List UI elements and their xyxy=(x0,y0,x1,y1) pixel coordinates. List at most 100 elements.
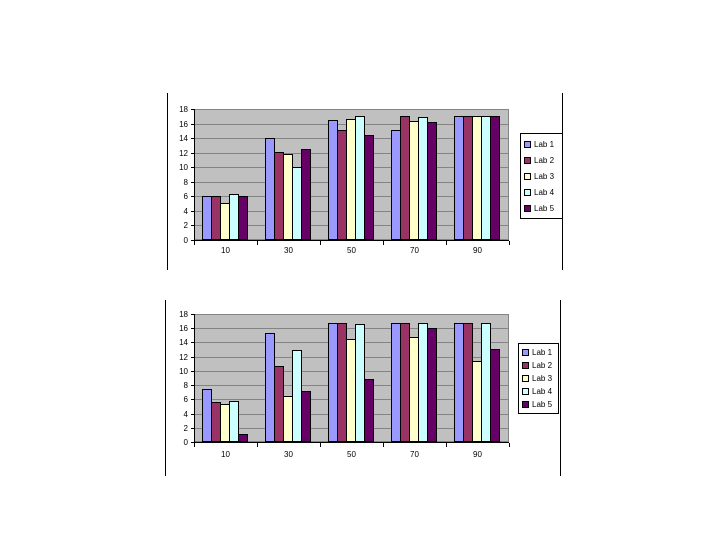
x-axis-tick xyxy=(509,443,510,447)
bar-chart-bottom: 18 16 14 12 10 8 6 4 2 0 10 30 50 70 90 Lab 1 Lab 2 Lab 3… xyxy=(165,300,561,476)
y-axis-tick xyxy=(191,124,194,125)
y-axis-tick xyxy=(191,196,194,197)
y-tick-label: 4 xyxy=(183,410,188,419)
legend-swatch xyxy=(522,375,529,382)
x-axis-tick xyxy=(320,443,321,447)
legend-entry: Lab 3 xyxy=(522,374,555,383)
bar-lab-5 xyxy=(490,349,500,442)
legend-label: Lab 4 xyxy=(532,387,553,396)
legend-entry: Lab 1 xyxy=(524,140,559,149)
x-axis-tick xyxy=(320,241,321,245)
x-axis-line xyxy=(194,240,509,241)
y-axis-tick xyxy=(191,211,194,212)
bar-cluster xyxy=(202,314,248,442)
bar-cluster xyxy=(265,109,311,240)
legend-entry: Lab 5 xyxy=(524,204,559,213)
bar-cluster xyxy=(454,314,500,442)
legend-swatch xyxy=(524,156,531,164)
y-axis-tick xyxy=(191,428,194,429)
y-tick-label: 6 xyxy=(183,192,188,201)
y-tick-label: 12 xyxy=(179,353,188,362)
y-axis-tick xyxy=(191,167,194,168)
x-axis-line xyxy=(194,442,509,443)
y-tick-label: 8 xyxy=(183,178,188,187)
y-gridline xyxy=(194,109,509,110)
bar-lab-5 xyxy=(238,196,248,240)
legend-label: Lab 5 xyxy=(532,400,553,409)
x-axis-tick xyxy=(194,241,195,245)
bar-lab-5 xyxy=(490,116,500,240)
y-tick-label: 12 xyxy=(179,149,188,158)
y-tick-label: 8 xyxy=(183,381,188,390)
y-tick-label: 16 xyxy=(179,120,188,129)
bar-cluster xyxy=(328,314,374,442)
y-tick-label: 4 xyxy=(183,207,188,216)
legend-entry: Lab 4 xyxy=(524,188,559,197)
legend-box: Lab 1 Lab 2 Lab 3 Lab 4 Lab 5 xyxy=(518,343,559,414)
legend-label: Lab 2 xyxy=(532,361,553,370)
y-axis-tick xyxy=(191,182,194,183)
legend-label: Lab 2 xyxy=(534,155,555,165)
x-tick-label: 70 xyxy=(410,246,419,255)
bar-lab-4 xyxy=(229,401,239,442)
y-tick-label: 10 xyxy=(179,367,188,376)
y-axis-tick xyxy=(191,385,194,386)
y-tick-label: 2 xyxy=(183,424,188,433)
bar-chart-top: 18 16 14 12 10 8 6 4 2 0 10 30 50 70 90 Lab 1 Lab 2 Lab 3… xyxy=(167,93,563,270)
legend-entry: Lab 2 xyxy=(524,156,559,165)
y-axis-tick xyxy=(191,414,194,415)
y-tick-label: 10 xyxy=(179,163,188,172)
y-axis-line xyxy=(194,314,195,442)
y-axis-tick xyxy=(191,371,194,372)
legend-box: Lab 1 Lab 2 Lab 3 Lab 4 Lab 5 xyxy=(520,133,563,219)
legend-entry: Lab 5 xyxy=(522,400,555,409)
y-gridline xyxy=(194,328,509,329)
x-axis-tick xyxy=(257,443,258,447)
x-axis-tick xyxy=(257,241,258,245)
y-tick-label: 2 xyxy=(183,221,188,230)
legend-label: Lab 3 xyxy=(534,171,555,181)
y-tick-label: 0 xyxy=(183,236,188,245)
x-axis-tick xyxy=(446,241,447,245)
legend-entry: Lab 4 xyxy=(522,387,555,396)
legend-entry: Lab 2 xyxy=(522,361,555,370)
legend-swatch xyxy=(522,388,529,395)
x-axis-tick xyxy=(509,241,510,245)
y-axis-tick xyxy=(191,442,194,443)
x-tick-label: 30 xyxy=(284,246,293,255)
y-axis-tick xyxy=(191,225,194,226)
bar-lab-5 xyxy=(364,379,374,442)
legend-entry: Lab 3 xyxy=(524,172,559,181)
y-axis-tick xyxy=(191,357,194,358)
legend-label: Lab 1 xyxy=(532,348,553,357)
legend-label: Lab 3 xyxy=(532,374,553,383)
y-axis-tick xyxy=(191,328,194,329)
y-tick-label: 6 xyxy=(183,395,188,404)
y-axis-tick xyxy=(191,314,194,315)
y-axis-tick xyxy=(191,342,194,343)
y-tick-label: 0 xyxy=(183,438,188,447)
bar-lab-5 xyxy=(364,135,374,240)
bar-lab-5 xyxy=(427,122,437,240)
legend-entry: Lab 1 xyxy=(522,348,555,357)
x-tick-label: 90 xyxy=(473,246,482,255)
legend-swatch xyxy=(522,362,529,369)
bar-cluster xyxy=(454,109,500,240)
y-tick-label: 14 xyxy=(179,338,188,347)
legend-swatch xyxy=(524,188,531,196)
legend-swatch xyxy=(524,140,531,148)
y-axis-tick xyxy=(191,153,194,154)
y-axis-tick xyxy=(191,138,194,139)
x-tick-label: 50 xyxy=(347,450,356,459)
legend-swatch xyxy=(522,349,529,356)
y-axis-tick xyxy=(191,240,194,241)
legend-swatch xyxy=(524,172,531,180)
bar-cluster xyxy=(391,109,437,240)
legend-swatch xyxy=(522,401,529,408)
y-axis-tick xyxy=(191,399,194,400)
x-tick-label: 30 xyxy=(284,450,293,459)
bar-lab-5 xyxy=(301,391,311,442)
bar-lab-5 xyxy=(238,434,248,442)
x-tick-label: 10 xyxy=(221,450,230,459)
